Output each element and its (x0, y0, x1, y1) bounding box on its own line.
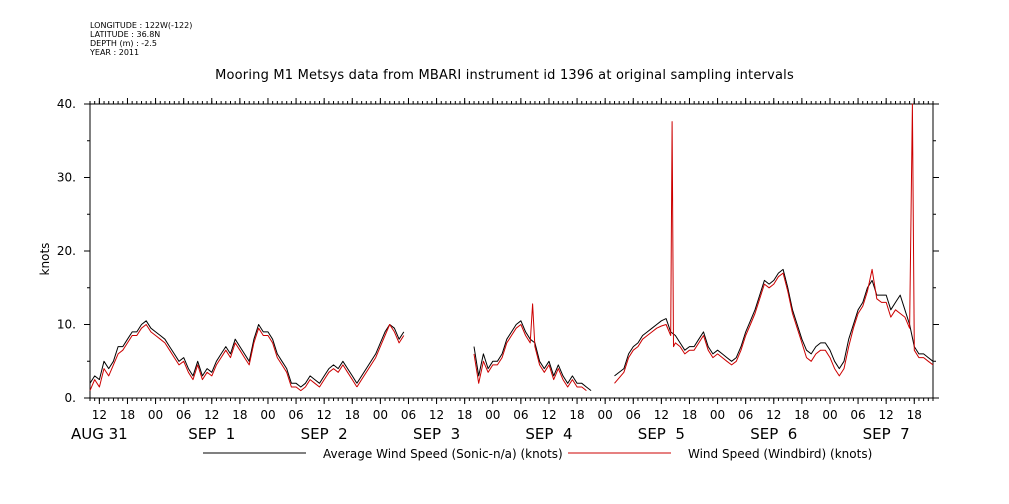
series-windbird-line (473, 303, 587, 391)
x-hour-label: 06 (401, 408, 416, 422)
x-day-label: SEP 4 (525, 425, 572, 443)
x-hour-label: 18 (682, 408, 697, 422)
x-hour-label: 00 (598, 408, 613, 422)
x-hour-label: 06 (288, 408, 303, 422)
year-label: YEAR : 2011 (90, 48, 140, 57)
x-hour-label: 00 (822, 408, 837, 422)
x-hour-label: 18 (232, 408, 247, 422)
latitude-label: LATITUDE : 36.8N (90, 30, 161, 39)
longitude-label: LONGITUDE : 122W(-122) (90, 21, 193, 30)
series-windbird-line (614, 103, 934, 384)
x-hour-label: 18 (457, 408, 472, 422)
legend-label-windbird: Wind Speed (Windbird) (knots) (688, 447, 872, 461)
x-hour-label: 06 (850, 408, 865, 422)
x-hour-label: 12 (654, 408, 669, 422)
x-hour-label: 12 (766, 408, 781, 422)
chart-title: Mooring M1 Metsys data from MBARI instru… (215, 68, 794, 83)
x-hour-label: 12 (317, 408, 332, 422)
x-hour-label: 18 (794, 408, 809, 422)
x-hour-label: 12 (429, 408, 444, 422)
y-tick-label: 10. (57, 318, 76, 332)
series-average-wind-line (356, 324, 405, 384)
x-day-label: SEP 5 (638, 425, 685, 443)
x-hour-label: 12 (204, 408, 219, 422)
x-day-label: AUG 31 (71, 425, 128, 443)
x-hour-label: 06 (176, 408, 191, 422)
series-average-wind-line (473, 320, 592, 391)
depth-label: DEPTH (m) : -2.5 (90, 39, 157, 48)
x-hour-label: 12 (541, 408, 556, 422)
x-day-label: SEP 3 (413, 425, 460, 443)
series-windbird-line (89, 324, 358, 392)
x-day-label: SEP 7 (863, 425, 910, 443)
x-hour-label: 00 (260, 408, 275, 422)
x-hour-label: 18 (345, 408, 360, 422)
x-day-label: SEP 2 (301, 425, 348, 443)
x-hour-label: 00 (373, 408, 388, 422)
x-day-label: SEP 6 (750, 425, 797, 443)
y-axis-label: knots (38, 243, 52, 276)
y-tick-label: 0. (65, 391, 76, 405)
x-hour-label: 18 (569, 408, 584, 422)
legend-label-average: Average Wind Speed (Sonic-n/a) (knots) (323, 447, 563, 461)
x-hour-label: 06 (513, 408, 528, 422)
x-hour-label: 18 (907, 408, 922, 422)
series-windbird-line (356, 324, 405, 388)
metadata-block: LONGITUDE : 122W(-122) LATITUDE : 36.8N … (90, 21, 192, 57)
y-tick-label: 20. (57, 244, 76, 258)
x-hour-label: 06 (626, 408, 641, 422)
x-hour-label: 18 (120, 408, 135, 422)
y-tick-label: 40. (57, 97, 76, 111)
x-day-label: SEP 1 (188, 425, 235, 443)
plot-frame (89, 103, 934, 399)
series-average-wind-line (89, 320, 358, 388)
series-average-wind-line (614, 268, 934, 377)
x-hour-label: 00 (148, 408, 163, 422)
x-hour-label: 06 (738, 408, 753, 422)
y-tick-label: 30. (57, 171, 76, 185)
x-hour-label: 00 (485, 408, 500, 422)
x-hour-label: 12 (879, 408, 894, 422)
x-hour-label: 00 (710, 408, 725, 422)
x-hour-label: 12 (92, 408, 107, 422)
